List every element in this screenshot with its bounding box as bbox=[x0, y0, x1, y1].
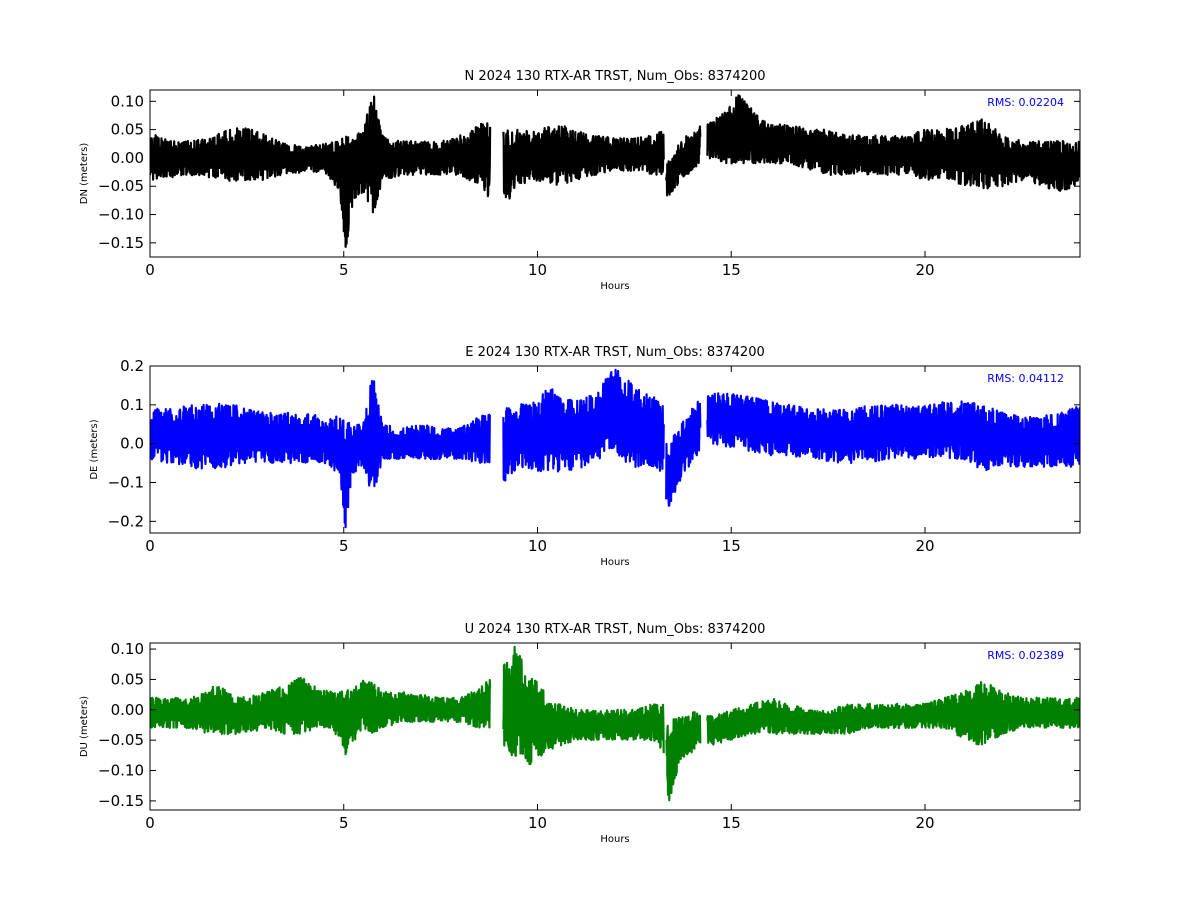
plot-area bbox=[150, 645, 1080, 802]
rms-annotation: RMS: 0.04112 bbox=[987, 372, 1064, 385]
axes-frame bbox=[149, 89, 1081, 258]
x-tick-label: 20 bbox=[915, 814, 934, 832]
y-axis-label: DN (meters) bbox=[79, 143, 90, 205]
x-tick-label: 0 bbox=[145, 814, 155, 832]
panel-north: N 2024 130 RTX-AR TRST, Num_Obs: 8374200… bbox=[79, 69, 1081, 292]
x-tick-label: 5 bbox=[339, 537, 349, 555]
plot-area bbox=[150, 94, 1080, 248]
x-axis-label: Hours bbox=[600, 281, 629, 292]
rms-annotation: RMS: 0.02389 bbox=[987, 649, 1064, 662]
panel-east: E 2024 130 RTX-AR TRST, Num_Obs: 8374200… bbox=[89, 345, 1081, 568]
x-tick-label: 10 bbox=[528, 261, 547, 279]
y-axis-label: DU (meters) bbox=[79, 696, 90, 757]
y-tick-label: −0.05 bbox=[98, 731, 144, 749]
y-tick-label: 0.05 bbox=[111, 670, 144, 688]
y-tick-label: −0.1 bbox=[108, 474, 144, 492]
y-tick-label: 0.0 bbox=[120, 435, 144, 453]
y-tick-label: −0.2 bbox=[108, 512, 144, 530]
x-tick-label: 5 bbox=[339, 261, 349, 279]
x-tick-label: 15 bbox=[722, 814, 741, 832]
y-tick-label: −0.10 bbox=[98, 206, 144, 224]
chart-title: U 2024 130 RTX-AR TRST, Num_Obs: 8374200 bbox=[465, 622, 766, 637]
x-tick-label: 5 bbox=[339, 814, 349, 832]
series-core-east bbox=[150, 386, 1080, 505]
x-tick-label: 20 bbox=[915, 537, 934, 555]
plot-area bbox=[150, 368, 1080, 529]
x-tick-label: 15 bbox=[722, 261, 741, 279]
y-tick-label: 0.10 bbox=[111, 640, 144, 658]
chart-title: E 2024 130 RTX-AR TRST, Num_Obs: 8374200 bbox=[465, 345, 764, 360]
x-axis-label: Hours bbox=[600, 557, 629, 568]
panel-up: U 2024 130 RTX-AR TRST, Num_Obs: 8374200… bbox=[79, 622, 1081, 845]
y-tick-label: 0.1 bbox=[120, 396, 144, 414]
x-tick-label: 20 bbox=[915, 261, 934, 279]
x-tick-label: 0 bbox=[145, 261, 155, 279]
x-tick-label: 10 bbox=[528, 814, 547, 832]
axes-frame bbox=[149, 365, 1081, 534]
x-tick-label: 15 bbox=[722, 537, 741, 555]
x-tick-label: 10 bbox=[528, 537, 547, 555]
y-tick-label: 0.10 bbox=[111, 92, 144, 110]
y-tick-label: 0.2 bbox=[120, 357, 144, 375]
axes-frame bbox=[149, 642, 1081, 811]
y-tick-label: 0.05 bbox=[111, 121, 144, 139]
y-tick-label: −0.05 bbox=[98, 177, 144, 195]
series-line-up bbox=[150, 645, 1080, 802]
chart-title: N 2024 130 RTX-AR TRST, Num_Obs: 8374200 bbox=[465, 69, 766, 84]
y-tick-label: −0.15 bbox=[98, 792, 144, 810]
series-core-up bbox=[150, 671, 1080, 789]
series-core-north bbox=[150, 108, 1080, 225]
y-tick-label: 0.00 bbox=[111, 149, 144, 167]
series-line-north bbox=[150, 94, 1080, 248]
y-tick-label: −0.15 bbox=[98, 234, 144, 252]
rms-annotation: RMS: 0.02204 bbox=[987, 96, 1064, 109]
y-tick-label: −0.10 bbox=[98, 762, 144, 780]
y-tick-label: 0.00 bbox=[111, 701, 144, 719]
x-tick-label: 0 bbox=[145, 537, 155, 555]
y-axis-label: DE (meters) bbox=[89, 419, 100, 479]
x-axis-label: Hours bbox=[600, 834, 629, 845]
